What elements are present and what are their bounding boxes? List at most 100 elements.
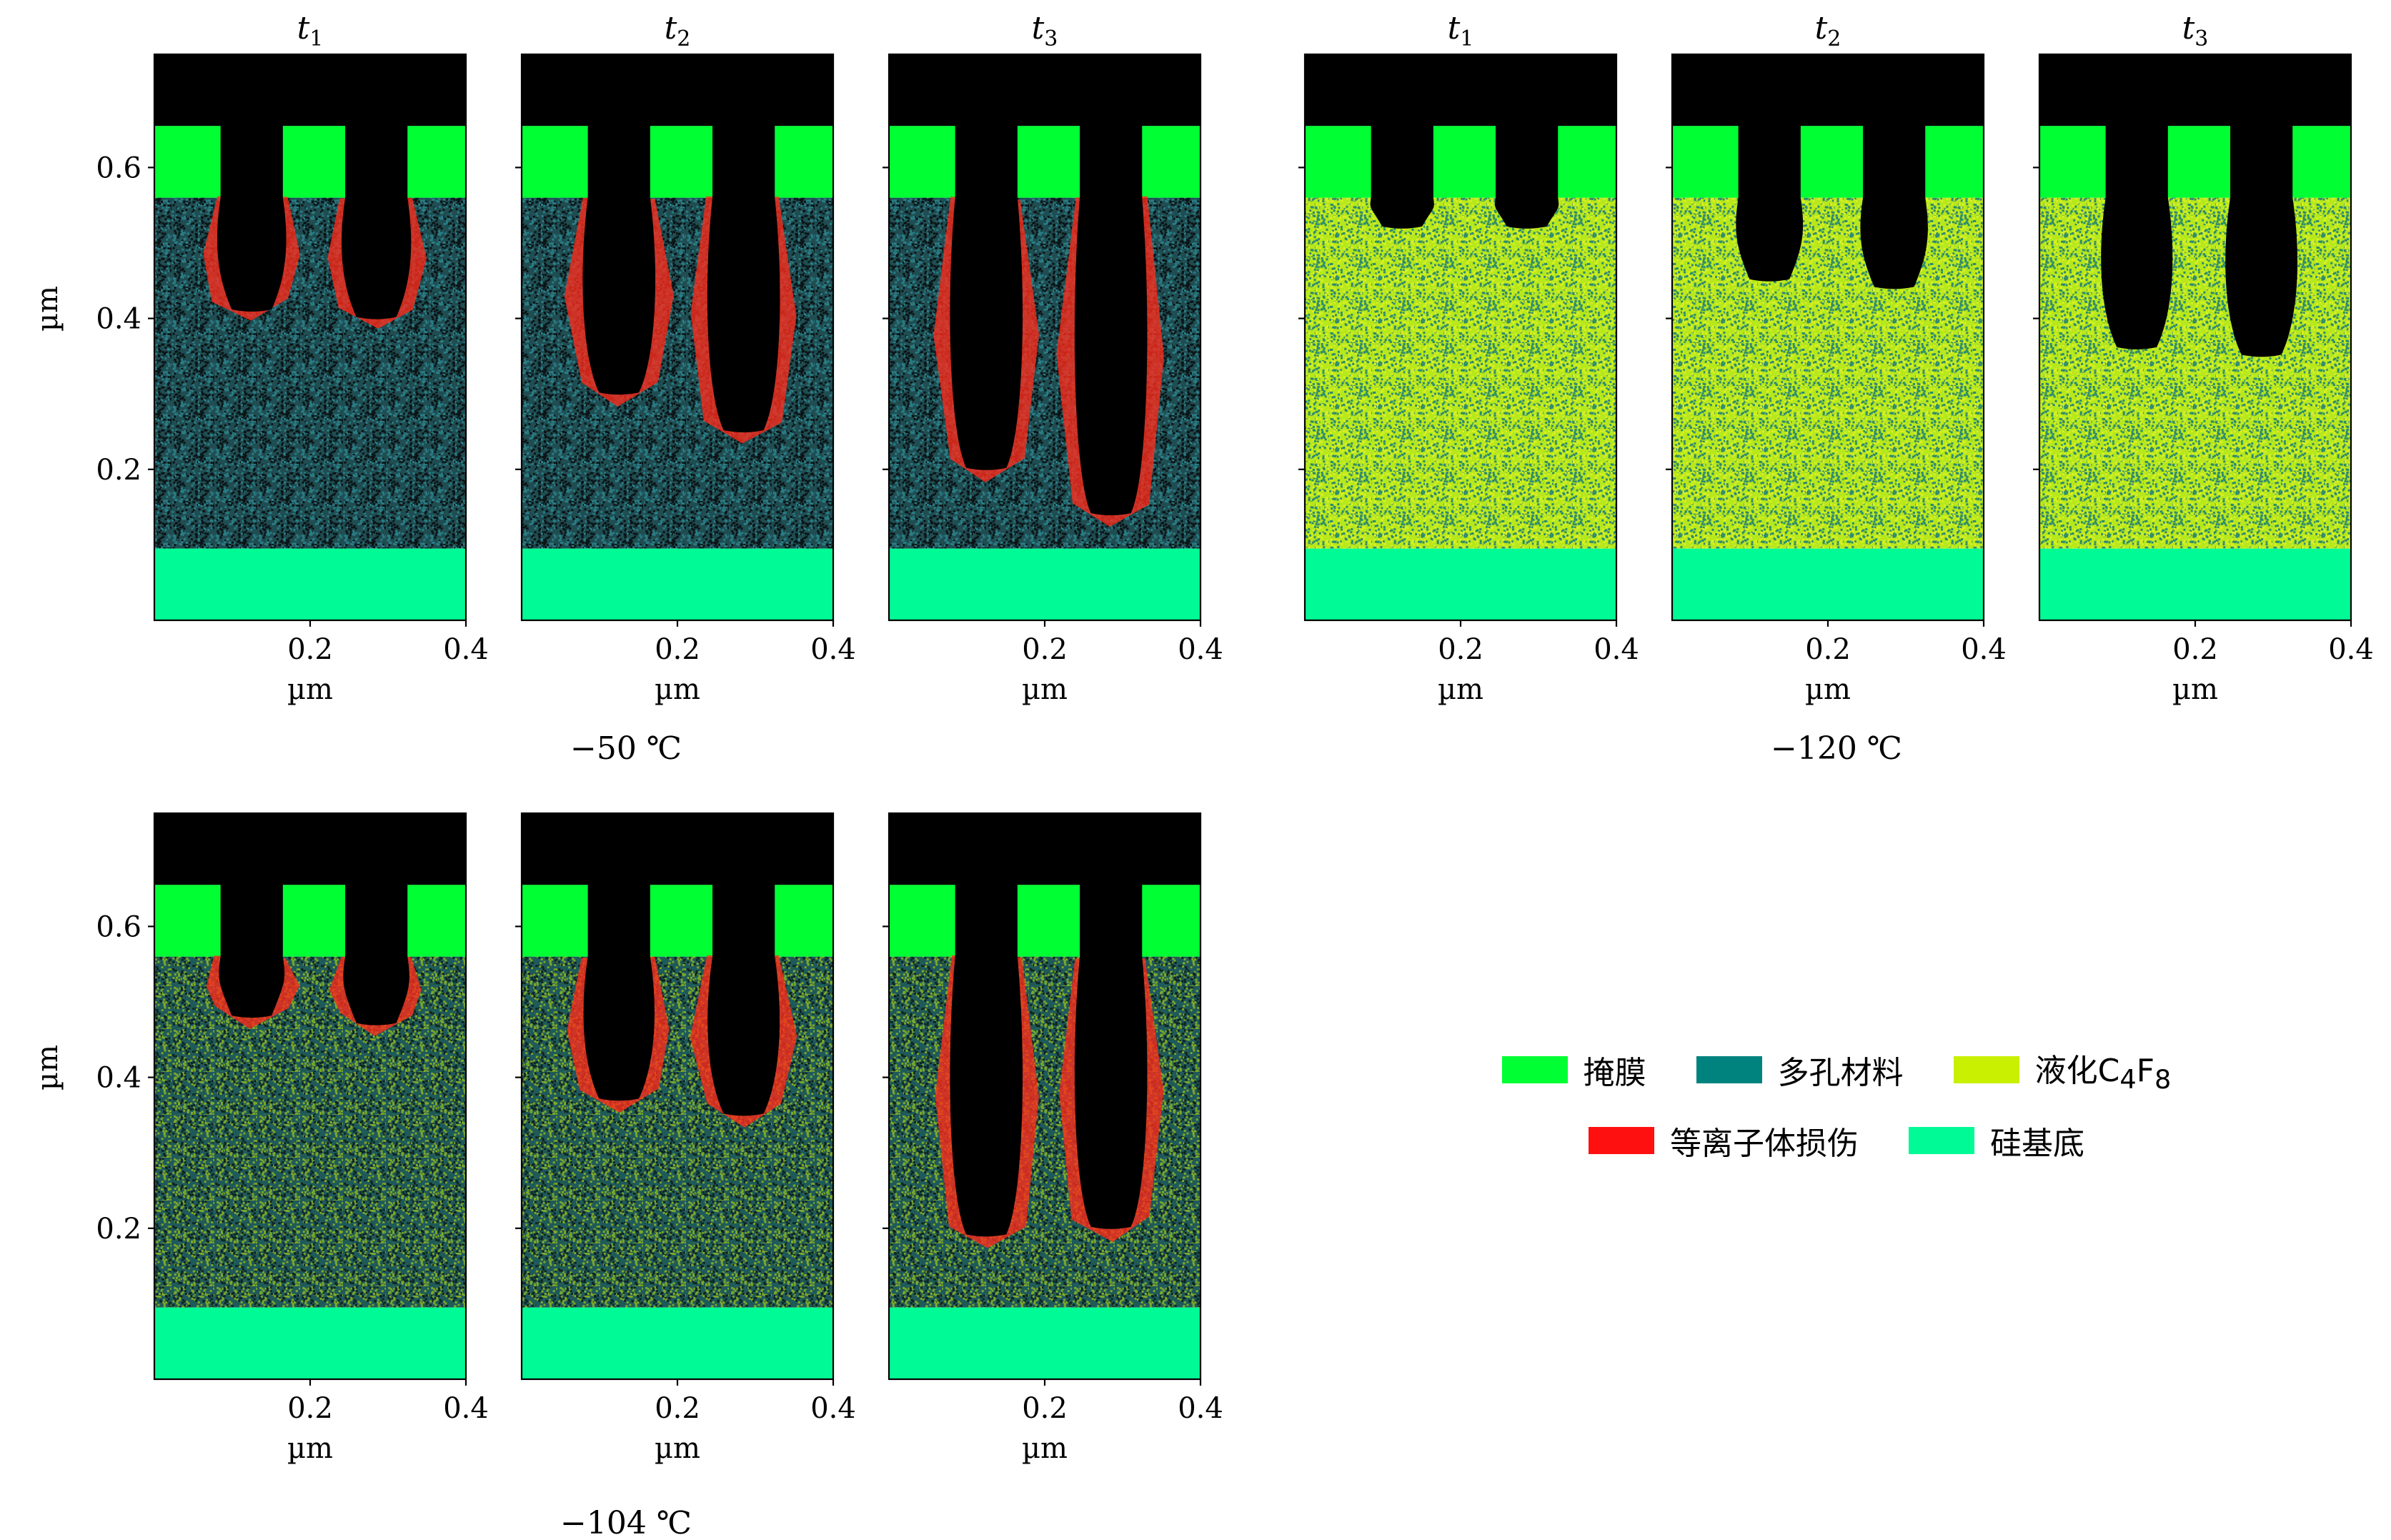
porous-material-region [1672,197,1984,549]
substrate-layer [889,548,1201,620]
mask-layer [522,885,833,957]
group-temperature-label: −104 ℃ [560,1505,692,1540]
panel-title: t3 [2182,10,2209,51]
x-axis-label: µm [1022,1432,1068,1465]
x-tick-label: 0.4 [810,633,856,666]
void-region [522,813,833,885]
x-axis-label: µm [1805,673,1851,706]
etched-trench [1074,813,1148,1229]
etched-trench [219,813,285,1018]
substrate-layer [522,548,833,620]
legend-entry-mask: 掩膜 [1501,1045,1646,1095]
x-axis-label: µm [287,673,333,706]
panel-title: t2 [665,10,691,51]
group-temperature-label: −120 ℃ [1771,730,1902,767]
porous-material-region [2039,197,2351,549]
x-axis-label: µm [1022,673,1068,706]
panel-1-3: 0.2 0.4 µm t3 [883,10,1223,706]
legend-label-plasma-damage: 等离子体损伤 [1670,1125,1859,1162]
etched-trench [582,54,656,395]
mask-layer [1672,126,1984,198]
mask-layer [2039,126,2351,198]
x-axis-label: µm [1438,673,1483,706]
x-axis-label: µm [655,673,700,706]
legend-swatch-plasma-damage [1589,1126,1654,1154]
panel-title: t3 [1032,10,1058,51]
legend-swatch-porous [1696,1055,1762,1083]
void-region [889,813,1201,885]
panel-1-2: 0.2 0.4 µm t2 [515,10,856,706]
etched-trench [1074,54,1148,516]
panel-title: t1 [297,10,324,51]
void-region [889,54,1201,126]
void-region [1672,54,1984,126]
legend-swatch-mask [1501,1055,1568,1083]
mask-layer [154,885,466,957]
panel-3-1: 0.6 0.4 0.2 0.2 0.4 µm µm [31,812,489,1465]
x-tick-label: 0.2 [287,633,333,666]
etched-trench [583,813,655,1101]
void-region [154,54,466,126]
x-axis-label: µm [2172,673,2218,706]
y-tick-label: 0.4 [96,1062,141,1095]
substrate-layer [889,1307,1201,1379]
void-region [1305,54,1616,126]
y-tick-label: 0.6 [96,151,141,184]
x-tick-label: 0.2 [655,633,700,666]
mask-layer [1305,126,1616,198]
legend-label-porous: 多孔材料 [1777,1054,1904,1091]
substrate-layer [2039,548,2351,620]
x-axis-label: µm [655,1432,700,1465]
x-tick-label: 0.2 [2172,633,2218,666]
void-region [2039,54,2351,126]
group-temperature-label: −50 ℃ [570,730,682,767]
substrate-layer [1672,548,1984,620]
substrate-layer [154,1307,466,1379]
panel-3-3: 0.2 0.4 µm [883,812,1223,1465]
substrate-layer [1305,548,1616,620]
x-tick-label: 0.4 [2328,633,2374,666]
legend-entry-plasma-damage: 等离子体损伤 [1589,1118,1859,1163]
legend-row-1: 掩膜 多孔材料 液化C4F8 [1472,1045,2201,1095]
x-tick-label: 0.4 [1594,633,1639,666]
legend-entry-liquid-c4f8: 液化C4F8 [1953,1045,2172,1095]
mask-layer [889,885,1201,957]
x-tick-label: 0.2 [287,1392,333,1425]
panel-2-1: 0.2 0.4 µm t1 [1298,10,1639,706]
x-tick-label: 0.2 [1805,633,1851,666]
etched-trench [707,813,780,1116]
etched-trench [2225,54,2298,357]
x-tick-label: 0.2 [1022,633,1068,666]
etched-trench [950,54,1023,470]
legend-swatch-si-substrate [1909,1126,1974,1154]
mask-layer [154,126,466,198]
x-tick-label: 0.4 [810,1392,856,1425]
x-tick-label: 0.2 [1438,633,1483,666]
x-tick-label: 0.2 [655,1392,700,1425]
mask-layer [522,126,833,198]
substrate-layer [154,548,466,620]
panel-title: t1 [1448,10,1474,51]
etched-trench [343,813,409,1025]
etched-trench [1370,54,1434,229]
panel-group-1: 0.6 0.4 0.2 0.2 0.4 µm µm t1 0.2 0.4 µm t2 0.2 0.4 µm t… [31,10,1223,767]
porous-material-region [154,956,466,1308]
y-tick-label: 0.4 [96,303,141,336]
etched-trench [1736,54,1804,282]
panel-3-2: 0.2 0.4 µm [515,812,856,1465]
x-tick-label: 0.4 [1178,633,1223,666]
etched-trench [1495,54,1559,229]
etched-trench [217,54,287,312]
y-tick-label: 0.2 [96,454,141,487]
etched-trench [341,54,412,319]
etched-trench [707,54,780,432]
legend-entry-si-substrate: 硅基底 [1909,1118,2084,1163]
legend-label-liquid-c4f8: 液化C4F8 [2034,1053,2172,1095]
y-tick-label: 0.2 [96,1213,141,1246]
legend-entry-porous: 多孔材料 [1696,1045,1904,1095]
substrate-layer [522,1307,833,1379]
legend-row-2: 等离子体损伤 硅基底 [1472,1118,2201,1163]
x-tick-label: 0.4 [443,1392,489,1425]
x-tick-label: 0.4 [443,633,489,666]
